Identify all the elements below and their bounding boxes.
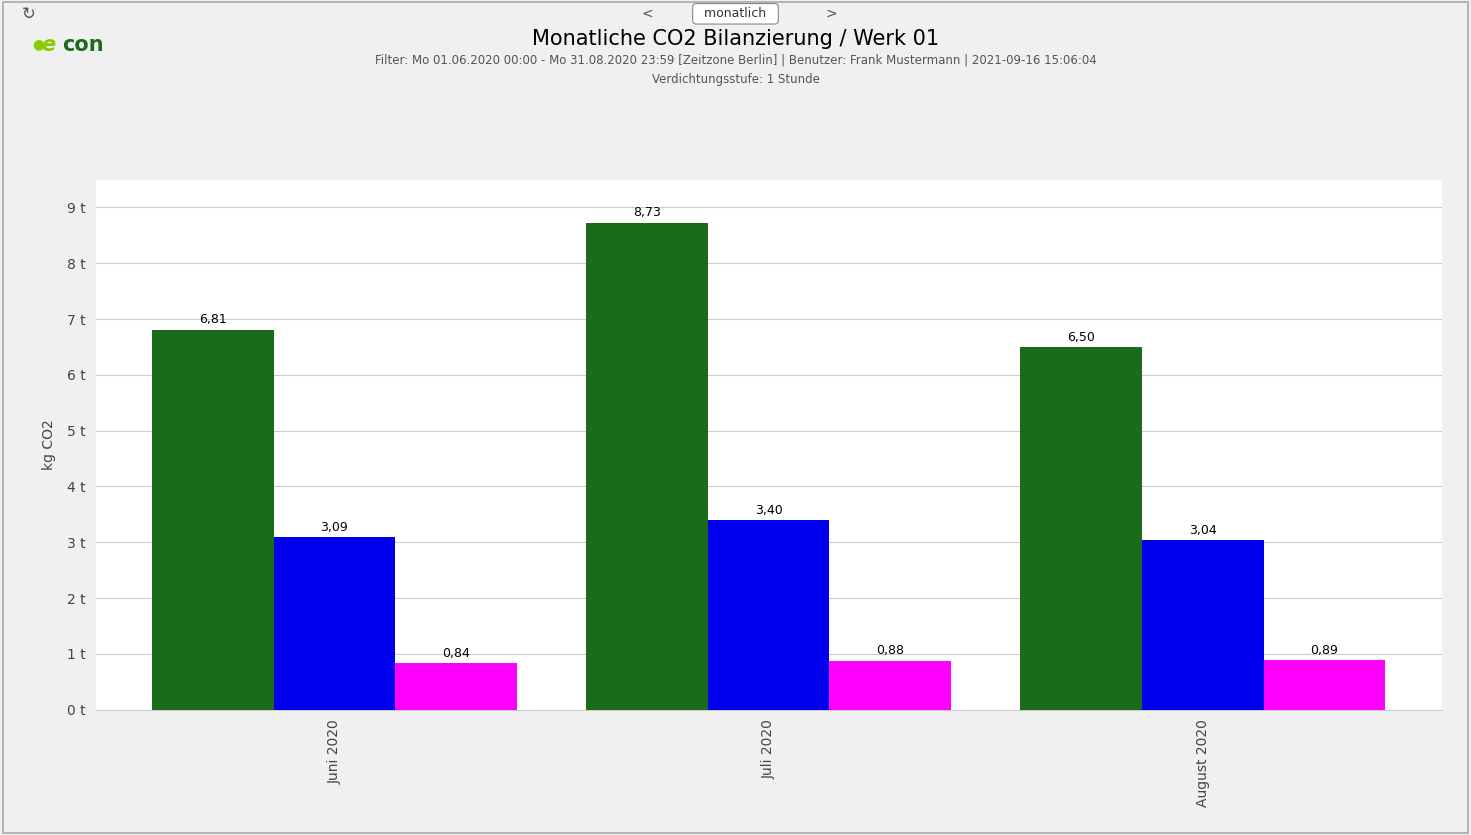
Text: 0,88: 0,88 [877, 645, 905, 657]
Text: 3,40: 3,40 [755, 504, 783, 517]
Text: >: > [825, 7, 837, 21]
Y-axis label: kg CO2: kg CO2 [43, 419, 56, 470]
Bar [708, 520, 830, 710]
Text: <: < [641, 7, 653, 21]
Text: 0,89: 0,89 [1311, 644, 1339, 656]
Bar [152, 330, 274, 710]
Text: 6,50: 6,50 [1068, 331, 1094, 344]
Text: 3,04: 3,04 [1189, 524, 1217, 537]
Bar [587, 222, 708, 710]
Text: 3,09: 3,09 [321, 521, 349, 534]
Bar [1264, 660, 1386, 710]
Text: e: e [41, 35, 56, 55]
Bar [274, 537, 396, 710]
Text: Filter: Mo 01.06.2020 00:00 - Mo 31.08.2020 23:59 [Zeitzone Berlin] | Benutzer: : Filter: Mo 01.06.2020 00:00 - Mo 31.08.2… [375, 53, 1096, 67]
Text: 0,84: 0,84 [443, 646, 469, 660]
Bar [1141, 540, 1264, 710]
Text: 8,73: 8,73 [633, 206, 660, 219]
Bar [1021, 347, 1141, 710]
Text: Verdichtungsstufe: 1 Stunde: Verdichtungsstufe: 1 Stunde [652, 73, 819, 87]
Bar [396, 663, 516, 710]
Text: Monatliche CO2 Bilanzierung / Werk 01: Monatliche CO2 Bilanzierung / Werk 01 [533, 29, 938, 49]
Text: 6,81: 6,81 [199, 313, 227, 326]
Text: monatlich: monatlich [696, 8, 775, 20]
Text: con: con [62, 35, 103, 55]
Text: ●: ● [32, 38, 44, 52]
Bar [830, 660, 950, 710]
Text: ↻: ↻ [22, 5, 35, 23]
